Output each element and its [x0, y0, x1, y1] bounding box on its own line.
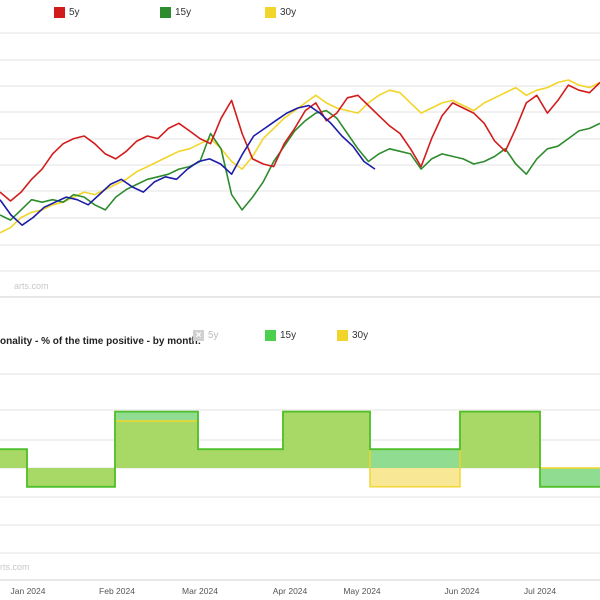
bottom-x-tick-label: Jun 2024 [445, 586, 480, 596]
bottom-series [0, 410, 600, 488]
x-icon: × [193, 329, 204, 341]
series-line-15y [0, 109, 600, 221]
legend-swatch-5y [54, 6, 65, 18]
legend-item-30y-bottom[interactable]: 30y [337, 329, 369, 341]
series-line-unlabeled [0, 104, 376, 226]
area-overlap-segment [27, 468, 115, 487]
legend-swatch-30y [265, 6, 276, 18]
top-gridlines [0, 32, 600, 298]
top-watermark: arts.com [14, 281, 49, 291]
legend-item-5y[interactable]: 5y [54, 6, 80, 18]
bottom-x-tick-label: May 2024 [343, 586, 381, 596]
area-15y-segment [370, 449, 460, 468]
bottom-x-axis: Jan 2024 Feb 2024 Mar 2024 Apr 2024 May 2024… [11, 586, 557, 596]
series-line-5y [0, 81, 600, 202]
legend-item-5y-disabled[interactable]: × 5y [193, 329, 219, 341]
legend-label-5y: 5y [69, 6, 80, 18]
area-overlap-segment [460, 411, 540, 468]
legend-label-30y-bottom: 30y [352, 329, 369, 341]
bottom-x-tick-label: Mar 2024 [182, 586, 218, 596]
area-overlap-segment [198, 449, 283, 468]
legend-label-5y-bottom: 5y [208, 329, 219, 341]
top-series [0, 79, 600, 234]
legend-swatch-30y-bottom [337, 329, 348, 341]
series-line-15y [0, 410, 600, 488]
legend-label-15y: 15y [175, 6, 192, 18]
legend-swatch-15y [160, 6, 171, 18]
area-overlap-segment [0, 449, 27, 468]
bottom-x-tick-label: Feb 2024 [99, 586, 135, 596]
area-overlap-segment [115, 421, 198, 468]
bottom-watermark: rts.com [0, 562, 30, 572]
area-30y-segment [370, 468, 460, 487]
legend-item-15y[interactable]: 15y [160, 6, 192, 18]
area-overlap-segment [283, 411, 370, 468]
bottom-x-tick-label: Jul 2024 [524, 586, 556, 596]
legend-label-30y: 30y [280, 6, 297, 18]
bottom-x-tick-label: Apr 2024 [273, 586, 308, 596]
legend-swatch-15y-bottom [265, 329, 276, 341]
legend-item-15y-bottom[interactable]: 15y [265, 329, 297, 341]
area-15y-segment [540, 468, 600, 487]
bottom-x-tick-label: Jan 2024 [11, 586, 46, 596]
legend-label-15y-bottom: 15y [280, 329, 297, 341]
legend-item-30y[interactable]: 30y [265, 6, 297, 18]
seasonality-title: onality - % of the time positive - by mo… [0, 336, 202, 347]
bottom-step-area-chart: rts.com Jan 2024 Feb 2024 Mar 2024 Apr 2024… [0, 373, 600, 596]
